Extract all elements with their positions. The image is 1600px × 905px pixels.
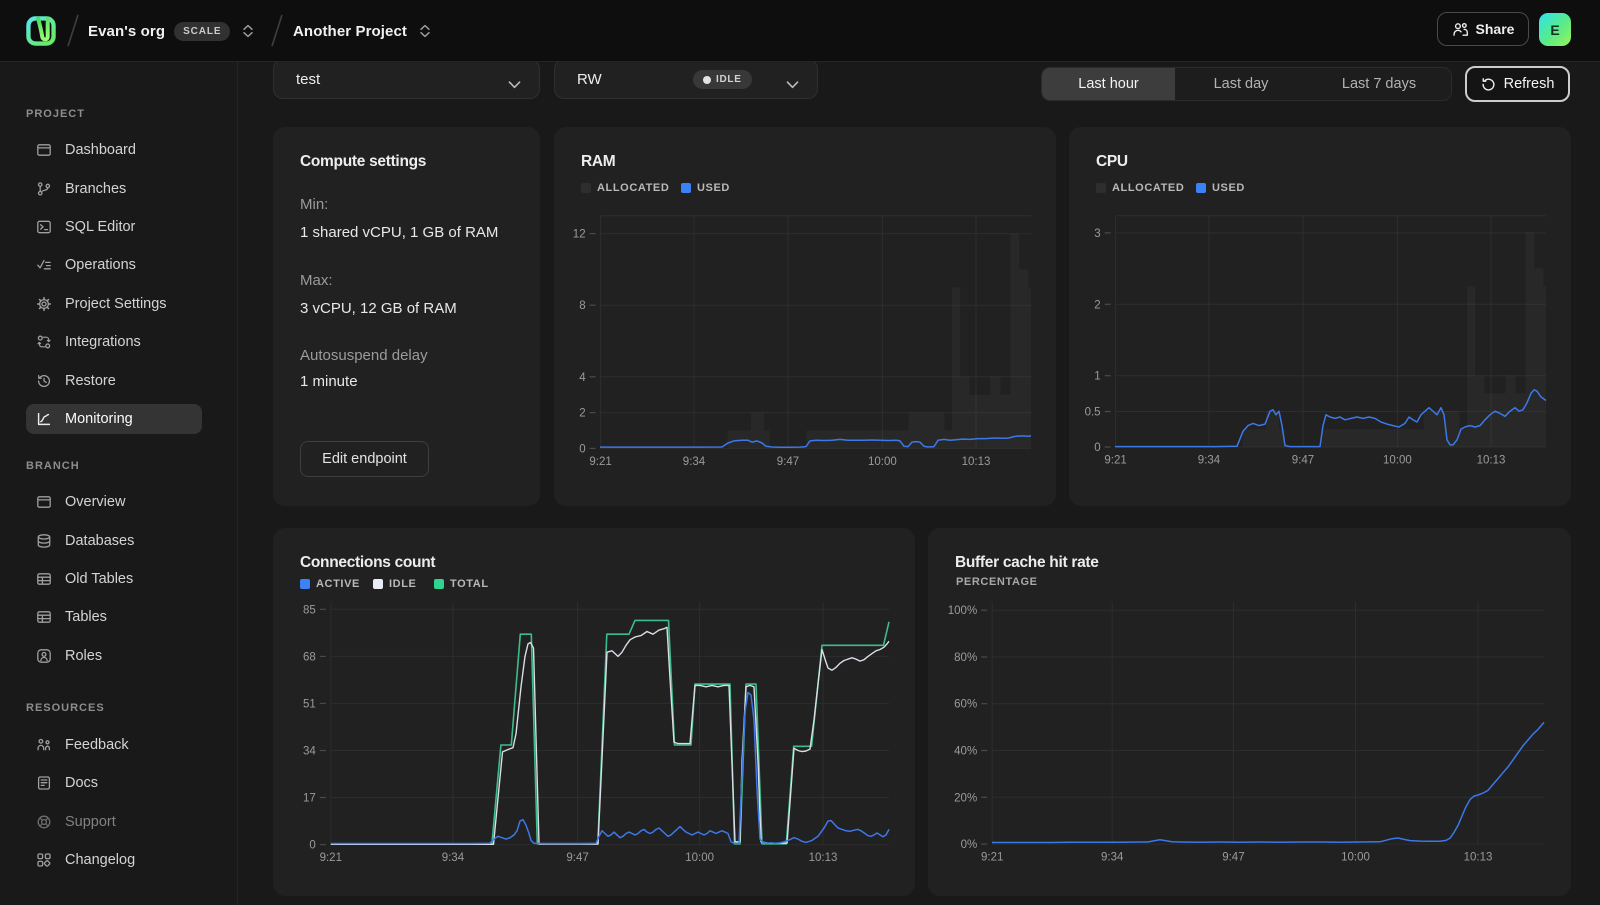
svg-text:9:34: 9:34 bbox=[442, 852, 465, 864]
svg-text:10:00: 10:00 bbox=[868, 456, 897, 468]
svg-text:10:00: 10:00 bbox=[1341, 852, 1370, 864]
svg-text:10:00: 10:00 bbox=[1383, 455, 1412, 467]
svg-text:80%: 80% bbox=[954, 652, 977, 664]
svg-text:10:13: 10:13 bbox=[1464, 852, 1493, 864]
svg-text:85: 85 bbox=[303, 604, 316, 616]
svg-text:10:13: 10:13 bbox=[1477, 455, 1506, 467]
svg-text:0: 0 bbox=[309, 840, 315, 852]
svg-text:9:47: 9:47 bbox=[566, 852, 588, 864]
svg-text:68: 68 bbox=[303, 651, 316, 663]
svg-text:100%: 100% bbox=[948, 605, 977, 617]
svg-text:9:34: 9:34 bbox=[1101, 852, 1124, 864]
svg-text:1: 1 bbox=[1094, 371, 1100, 383]
svg-text:0%: 0% bbox=[961, 839, 978, 851]
svg-text:10:13: 10:13 bbox=[809, 852, 838, 864]
svg-text:0: 0 bbox=[1094, 442, 1100, 454]
svg-text:3: 3 bbox=[1094, 228, 1100, 240]
svg-text:9:34: 9:34 bbox=[1198, 455, 1221, 467]
svg-text:51: 51 bbox=[303, 698, 316, 710]
svg-text:9:21: 9:21 bbox=[981, 852, 1003, 864]
svg-text:12: 12 bbox=[573, 229, 586, 241]
svg-text:2: 2 bbox=[1094, 299, 1100, 311]
svg-text:40%: 40% bbox=[954, 746, 977, 758]
svg-text:9:21: 9:21 bbox=[589, 456, 611, 468]
svg-text:2: 2 bbox=[579, 408, 585, 420]
svg-text:10:00: 10:00 bbox=[685, 852, 714, 864]
svg-text:9:47: 9:47 bbox=[777, 456, 799, 468]
svg-text:8: 8 bbox=[579, 300, 585, 312]
svg-text:10:13: 10:13 bbox=[962, 456, 991, 468]
svg-text:0.5: 0.5 bbox=[1085, 407, 1101, 419]
svg-text:0: 0 bbox=[579, 443, 585, 455]
svg-text:4: 4 bbox=[579, 372, 586, 384]
svg-text:17: 17 bbox=[303, 793, 316, 805]
svg-text:9:21: 9:21 bbox=[320, 852, 342, 864]
svg-text:9:47: 9:47 bbox=[1292, 455, 1314, 467]
svg-text:60%: 60% bbox=[954, 699, 977, 711]
svg-text:9:21: 9:21 bbox=[1104, 455, 1126, 467]
svg-text:34: 34 bbox=[303, 746, 316, 758]
svg-text:9:47: 9:47 bbox=[1222, 852, 1244, 864]
svg-text:9:34: 9:34 bbox=[683, 456, 706, 468]
svg-text:20%: 20% bbox=[954, 792, 977, 804]
